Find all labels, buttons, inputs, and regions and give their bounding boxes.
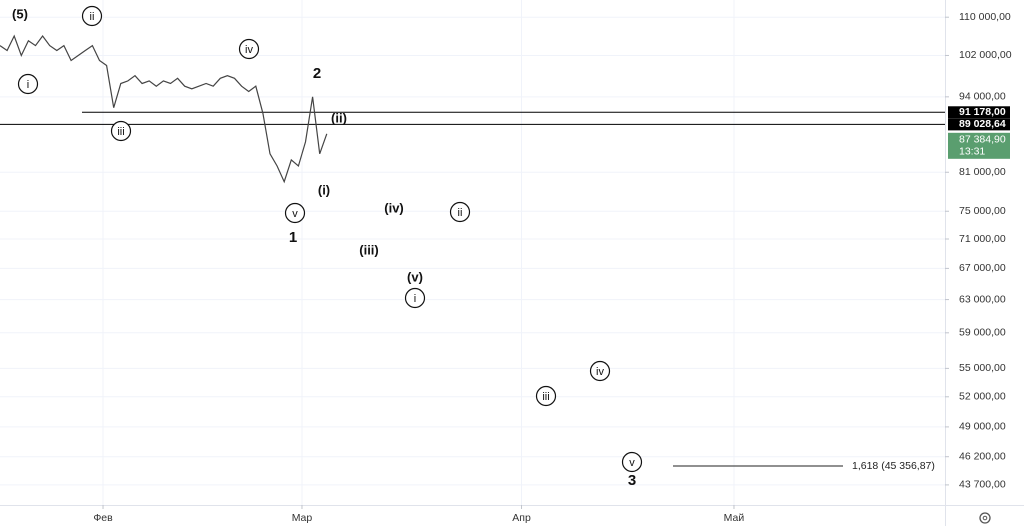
y-tick-label: 55 000,00	[959, 362, 1006, 374]
x-tick-label: Фев	[93, 512, 113, 524]
y-tick-label: 49 000,00	[959, 421, 1006, 433]
wave-label: (iii)	[359, 242, 379, 257]
wave-circle	[621, 451, 643, 473]
y-tick-label: 52 000,00	[959, 391, 1006, 403]
wave-label: 2	[313, 65, 321, 82]
gear-hub	[982, 515, 988, 521]
wave-label: ii	[90, 11, 95, 23]
wave-circle	[449, 201, 471, 223]
wave-label: 1	[289, 229, 297, 246]
y-tick-label: 59 000,00	[959, 327, 1006, 339]
y-tick-label: 63 000,00	[959, 293, 1006, 305]
x-tick-label: Май	[724, 512, 745, 524]
wave-label: v	[292, 208, 298, 220]
y-tick-label: 102 000,00	[959, 49, 1012, 61]
grid	[0, 0, 945, 505]
wave-label: iii	[542, 391, 549, 403]
wave-label: (5)	[12, 6, 28, 21]
y-tick-label: 71 000,00	[959, 233, 1006, 245]
wave-label: (i)	[318, 182, 330, 197]
countdown-label: 13:31	[959, 146, 985, 158]
wave-label: iv	[596, 366, 604, 378]
price-tag-label: 87 384,90	[959, 134, 1006, 146]
wave-label: iv	[245, 44, 253, 56]
x-tick-label: Апр	[512, 512, 531, 524]
y-tick-label: 110 000,00	[959, 11, 1011, 23]
x-tick-label: Мар	[292, 512, 313, 524]
y-tick-label: 43 700,00	[959, 479, 1006, 491]
wave-circle	[238, 38, 260, 60]
price-tag	[948, 106, 1010, 119]
wave-label: (iv)	[384, 200, 404, 215]
wave-circle	[17, 73, 39, 95]
wave-label: (ii)	[331, 110, 347, 125]
settings-button[interactable]	[979, 512, 991, 524]
y-tick-label: 67 000,00	[959, 262, 1006, 274]
wave-circle	[81, 5, 103, 27]
price-tag	[948, 118, 1010, 131]
wave-circle	[589, 360, 611, 382]
y-tick-label: 94 000,00	[959, 91, 1006, 103]
price-line	[0, 34, 328, 184]
price-tag-label: 91 178,00	[959, 106, 1006, 118]
wave-circle	[404, 287, 426, 309]
wave-circle	[284, 202, 306, 224]
gear-icon[interactable]	[979, 512, 991, 524]
wave-label: v	[629, 457, 635, 469]
y-tick-label: 75 000,00	[959, 205, 1006, 217]
y-tick-label: 81 000,00	[959, 166, 1006, 178]
wave-label: i	[27, 79, 29, 91]
wave-label: 3	[628, 472, 636, 489]
wave-circle	[535, 385, 557, 407]
wave-label: (v)	[407, 269, 423, 284]
wave-label: ii	[458, 207, 463, 219]
fib-label: 1,618 (45 356,87)	[852, 460, 935, 472]
y-tick-label: 46 200,00	[959, 450, 1006, 462]
wave-label: i	[414, 293, 416, 305]
wave-label: iii	[117, 126, 124, 138]
price-tag	[948, 132, 1010, 159]
wave-circle	[110, 120, 132, 142]
price-tag-label: 89 028,64	[959, 118, 1006, 130]
